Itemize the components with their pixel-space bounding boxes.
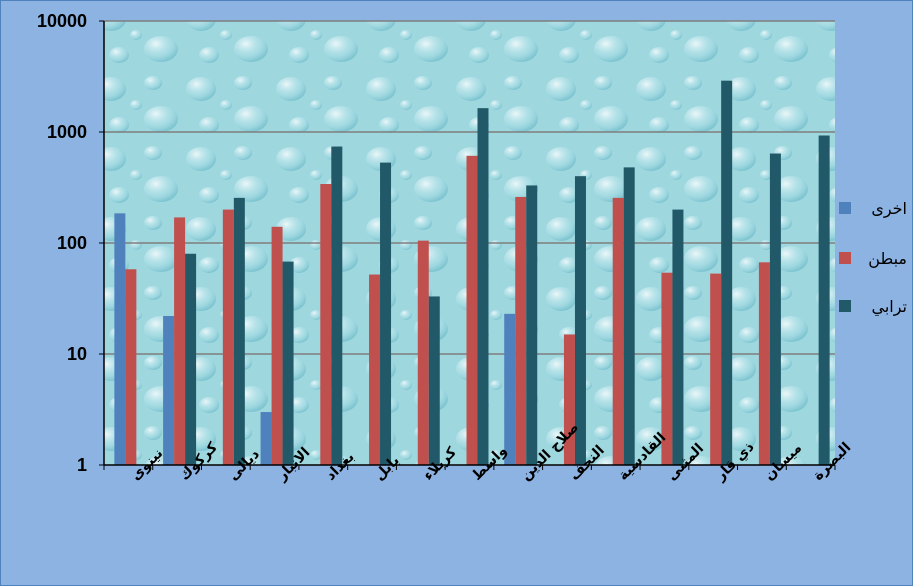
- bar: [271, 226, 283, 465]
- bar: [114, 213, 126, 465]
- legend-swatch: [839, 202, 851, 214]
- legend-label: اخرى: [871, 199, 907, 219]
- bar: [222, 209, 234, 465]
- legend-label: مبطن: [868, 249, 907, 269]
- legend: اخرى مبطن ترابي: [839, 199, 907, 317]
- bar: [428, 296, 440, 465]
- bar: [563, 334, 575, 465]
- bar: [380, 162, 392, 465]
- bar: [574, 176, 586, 466]
- legend-swatch: [839, 300, 851, 312]
- bar: [331, 146, 343, 466]
- axes: [99, 20, 836, 470]
- bar: [661, 272, 673, 465]
- legend-label: ترابي: [871, 297, 907, 317]
- bar: [125, 269, 137, 465]
- bar: [721, 80, 733, 465]
- bar: [466, 155, 478, 466]
- bar: [623, 167, 635, 466]
- y-tick-label: 100: [57, 233, 87, 253]
- bar: [163, 315, 175, 465]
- bar: [612, 197, 624, 466]
- bar: [710, 273, 722, 465]
- bar: [672, 209, 684, 465]
- bar: [369, 274, 381, 465]
- bars: [114, 80, 830, 466]
- bar: [515, 196, 527, 465]
- bar: [477, 108, 489, 465]
- bar: [758, 262, 770, 465]
- bar: [233, 197, 245, 466]
- bar: [282, 261, 294, 465]
- y-tick-label: 1000: [47, 122, 87, 142]
- bar: [769, 153, 781, 465]
- bar: [818, 135, 830, 465]
- bar: [417, 240, 429, 465]
- bar: [526, 185, 538, 465]
- bar: [174, 217, 186, 465]
- legend-swatch: [839, 252, 851, 264]
- y-tick-label: 10000: [37, 11, 87, 31]
- bar: [260, 412, 272, 465]
- bar: [185, 253, 197, 465]
- y-axis-ticks: 1 10 100 1000 10000: [37, 11, 87, 475]
- bar: [504, 313, 516, 465]
- y-tick-label: 10: [67, 344, 87, 364]
- bar: [320, 184, 332, 465]
- y-tick-label: 1: [77, 455, 87, 475]
